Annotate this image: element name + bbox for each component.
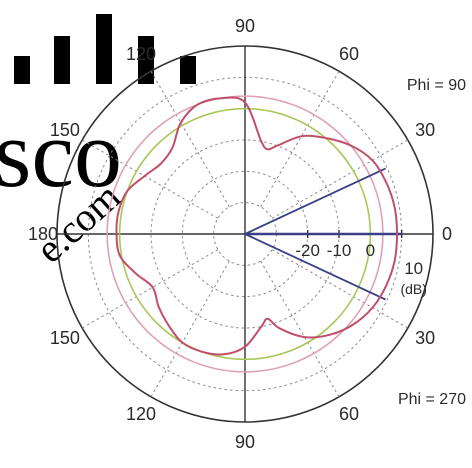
angle-spoke	[150, 70, 230, 208]
angle-tick-label: 90	[235, 432, 255, 452]
angle-tick-label: 0	[442, 224, 452, 244]
angle-spoke	[271, 249, 409, 329]
angle-spoke	[150, 260, 230, 398]
angle-tick-label: 150	[50, 328, 80, 348]
angle-tick-label: 90	[235, 16, 255, 36]
angle-tick-label: 30	[415, 120, 435, 140]
angle-tick-label: 180	[28, 224, 58, 244]
watermark-bar	[96, 14, 112, 84]
radial-unit-label: (dB)	[400, 281, 426, 297]
radial-tick-label: -20	[295, 241, 320, 260]
watermark-bar	[180, 56, 196, 84]
angle-tick-label: 30	[415, 328, 435, 348]
radial-tick-label: 0	[366, 241, 375, 260]
angle-tick-label: 120	[126, 404, 156, 424]
phi-cut-line	[244, 233, 386, 301]
labels-layer: 0 30 60 90 120 150 180 150 120 90 60 30 -20 -10 0 10 (dB…	[28, 16, 466, 452]
watermark-bar	[54, 36, 70, 84]
pattern-line	[115, 96, 399, 356]
angle-spoke	[260, 260, 340, 398]
radial-tick-label: -10	[327, 241, 352, 260]
angle-tick-label: 120	[126, 44, 156, 64]
angle-spoke	[260, 70, 340, 208]
angle-spoke	[81, 249, 219, 329]
angle-spoke	[81, 139, 219, 219]
phi-annotation: Phi = 90	[407, 77, 466, 94]
phi-cut-line	[244, 167, 386, 235]
watermark-text: sco	[0, 100, 122, 207]
angle-spoke	[271, 139, 409, 219]
phi-annotation: Phi = 270	[398, 391, 466, 408]
watermark-bar	[14, 56, 30, 84]
angle-tick-label: 150	[50, 120, 80, 140]
series-layer	[115, 96, 402, 356]
angle-tick-label: 60	[339, 404, 359, 424]
angle-tick-label: 60	[339, 44, 359, 64]
radial-tick-label: 10	[404, 259, 423, 278]
